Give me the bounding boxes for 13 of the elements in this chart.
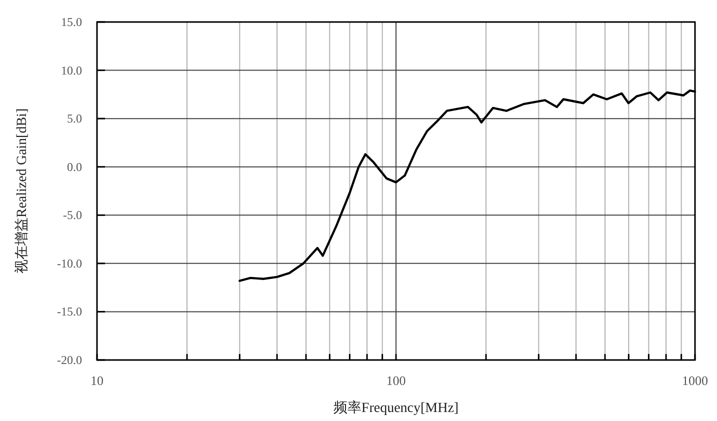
y-tick-label: 15.0 (61, 15, 82, 29)
y-tick-label: -15.0 (57, 304, 82, 319)
y-tick-label: 10.0 (61, 63, 82, 78)
y-tick-label: 5.0 (67, 112, 82, 126)
x-tick-label: 10 (90, 373, 104, 388)
y-tick-label: -10.0 (57, 256, 82, 270)
y-tick-label: 0.0 (67, 160, 82, 174)
x-tick-label: 100 (386, 373, 406, 388)
x-tick-label: 1000 (682, 373, 708, 388)
y-tick-label: -20.0 (57, 353, 82, 367)
y-axis-title: 视在增益Realized Gain[dBi] (14, 108, 30, 274)
x-axis-title: 频率Frequency[MHz] (333, 400, 459, 416)
y-tick-label: -5.0 (63, 208, 82, 222)
